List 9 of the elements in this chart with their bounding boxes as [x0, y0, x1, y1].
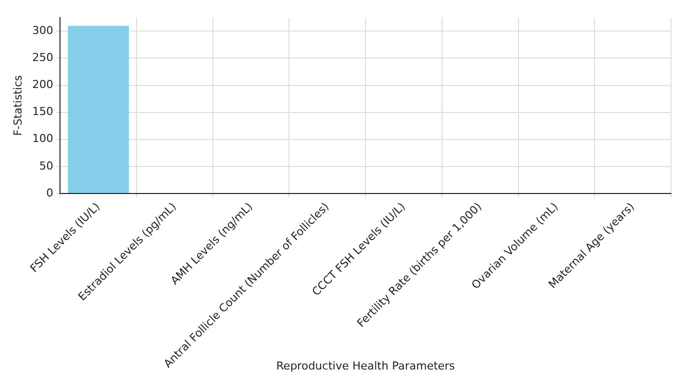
y-axis-title: F-Statistics [11, 74, 24, 136]
y-tick-label: 100 [32, 132, 54, 146]
y-tick-label: 150 [32, 105, 54, 118]
y-tick-label: 0 [46, 186, 54, 200]
y-tick-label: 250 [32, 51, 54, 64]
y-tick-label: 300 [32, 24, 54, 37]
y-tick-label: 200 [32, 78, 54, 92]
y-tick-label: 50 [39, 159, 54, 172]
x-axis-title: Reproductive Health Parameters [276, 359, 456, 372]
